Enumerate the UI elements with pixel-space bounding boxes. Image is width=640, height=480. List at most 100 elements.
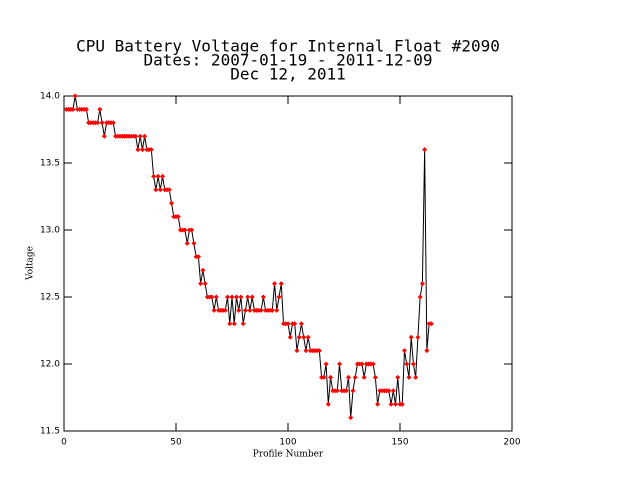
y-tick-label: 12.0	[40, 360, 60, 370]
data-point	[303, 348, 309, 354]
data-point	[175, 214, 181, 220]
data-point	[424, 348, 430, 354]
chart-title: CPU Battery Voltage for Internal Float #…	[76, 37, 500, 56]
data-point	[231, 321, 237, 327]
data-point	[153, 187, 159, 193]
data-point	[296, 334, 302, 340]
data-point	[227, 321, 233, 327]
data-point	[229, 294, 235, 300]
data-point	[334, 388, 340, 394]
data-point	[209, 294, 215, 300]
data-point	[361, 374, 367, 380]
data-point	[422, 147, 428, 153]
data-point	[372, 374, 378, 380]
data-point	[325, 401, 331, 407]
y-tick-label: 13.5	[40, 159, 60, 169]
x-tick-label: 200	[503, 438, 520, 448]
data-point	[323, 361, 329, 367]
data-point	[97, 106, 103, 112]
data-point	[375, 401, 381, 407]
data-point	[345, 374, 351, 380]
data-point	[301, 334, 307, 340]
data-point	[316, 348, 322, 354]
data-point	[198, 281, 204, 287]
data-point	[72, 93, 78, 99]
data-point	[276, 294, 282, 300]
data-point	[95, 120, 101, 126]
data-point	[238, 294, 244, 300]
data-point	[269, 307, 275, 313]
data-point	[189, 227, 195, 233]
data-point	[240, 321, 246, 327]
x-tick-label: 50	[170, 438, 182, 448]
x-axis-label: Profile Number	[253, 450, 324, 460]
data-point	[160, 173, 166, 179]
data-point	[213, 294, 219, 300]
data-point	[101, 133, 107, 139]
data-point	[410, 361, 416, 367]
x-tick-label: 0	[61, 438, 67, 448]
data-point	[139, 147, 145, 153]
data-point	[166, 187, 172, 193]
data-point	[258, 307, 264, 313]
data-point	[211, 307, 217, 313]
data-point	[404, 361, 410, 367]
data-point	[245, 294, 251, 300]
data-point	[242, 307, 248, 313]
data-point	[236, 307, 242, 313]
data-point	[408, 334, 414, 340]
data-point	[222, 307, 228, 313]
data-point	[195, 254, 201, 260]
data-point	[287, 334, 293, 340]
data-point	[202, 281, 208, 287]
data-point	[155, 173, 161, 179]
data-point	[370, 361, 376, 367]
y-axis-label: Voltage	[26, 246, 36, 281]
data-point	[321, 374, 327, 380]
data-point	[182, 227, 188, 233]
data-point	[292, 321, 298, 327]
data-point	[294, 348, 300, 354]
data-point	[419, 281, 425, 287]
data-point	[110, 120, 116, 126]
data-point	[359, 361, 365, 367]
data-point	[328, 374, 334, 380]
data-point	[388, 401, 394, 407]
data-point	[184, 240, 190, 246]
y-tick-label: 12.5	[40, 293, 60, 303]
data-point	[350, 388, 356, 394]
data-point	[428, 321, 434, 327]
data-point	[151, 173, 157, 179]
data-point	[247, 307, 253, 313]
data-point	[249, 294, 255, 300]
data-point	[393, 401, 399, 407]
data-point	[200, 267, 206, 273]
data-point	[233, 294, 239, 300]
data-point	[348, 415, 354, 421]
y-tick-label: 11.5	[40, 427, 60, 437]
data-point	[399, 401, 405, 407]
data-point	[401, 348, 407, 354]
data-point	[142, 133, 148, 139]
data-point	[148, 147, 154, 153]
x-tick-label: 150	[391, 438, 408, 448]
data-line	[66, 95, 432, 418]
data-point	[135, 147, 141, 153]
data-point	[415, 334, 421, 340]
chart-subtitle: Dates: 2007-01-19 - 2011-12-09	[144, 51, 433, 70]
data-point	[285, 321, 291, 327]
data-point	[305, 334, 311, 340]
data-point	[278, 281, 284, 287]
plot-frame	[63, 95, 513, 432]
x-tick-label: 100	[279, 438, 296, 448]
data-point	[298, 321, 304, 327]
chart-date: Dec 12, 2011	[230, 65, 346, 84]
data-point	[70, 106, 76, 112]
data-point	[191, 240, 197, 246]
data-point	[337, 361, 343, 367]
data-point	[343, 388, 349, 394]
data-point	[133, 133, 139, 139]
data-point	[417, 294, 423, 300]
data-point	[395, 374, 401, 380]
